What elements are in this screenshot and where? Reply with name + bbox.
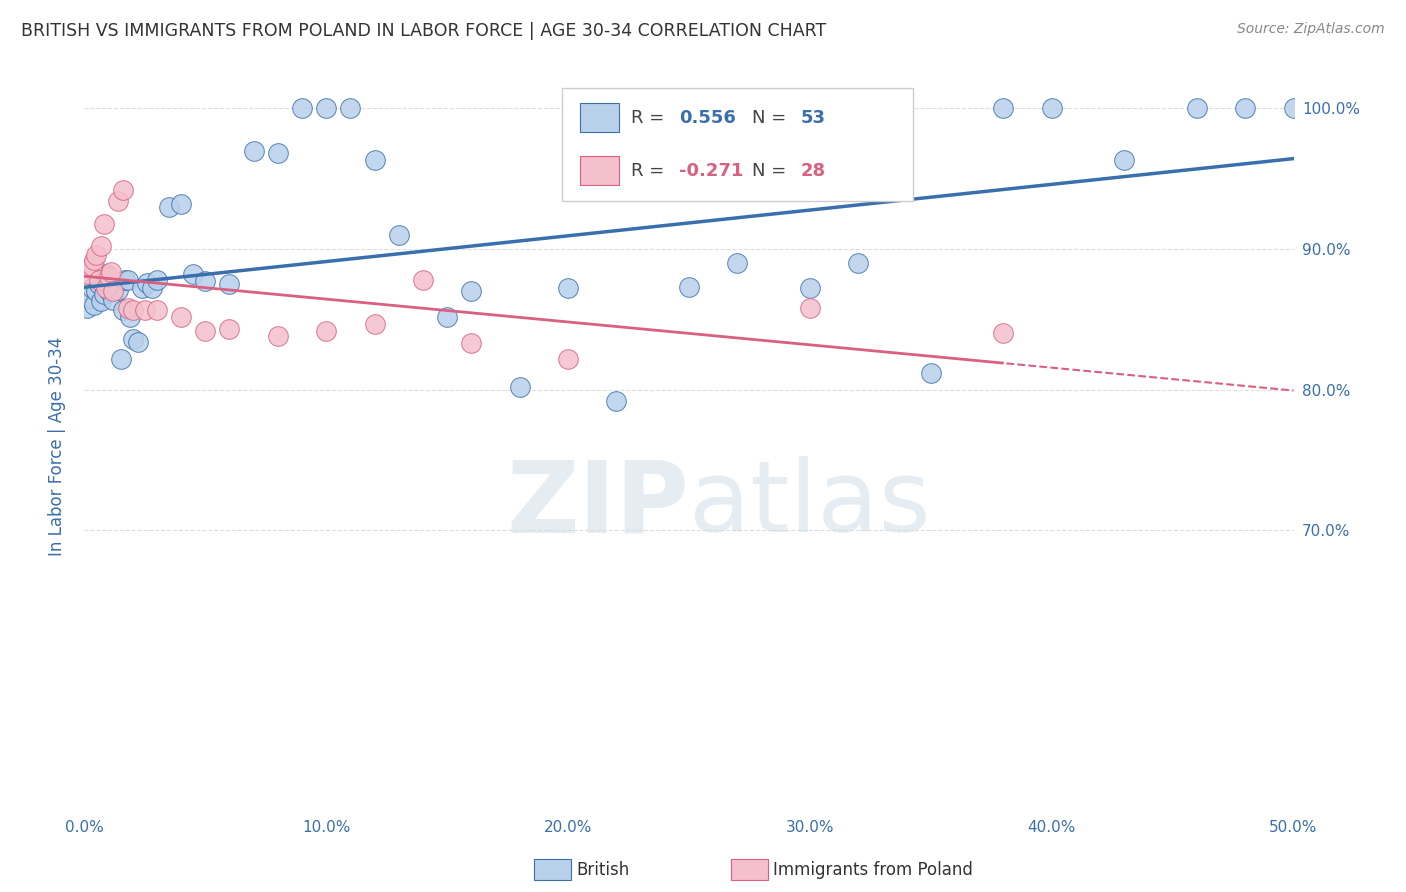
Point xyxy=(112,302,135,317)
Point xyxy=(218,277,240,292)
Point xyxy=(93,287,115,301)
Point xyxy=(87,273,110,287)
Point xyxy=(104,276,127,290)
Point xyxy=(291,102,314,116)
Point xyxy=(141,281,163,295)
Point xyxy=(460,285,482,299)
Point xyxy=(112,183,135,197)
Point xyxy=(436,310,458,324)
Point xyxy=(103,285,125,299)
Text: ZIP: ZIP xyxy=(506,456,689,553)
Bar xyxy=(581,103,619,132)
Point xyxy=(107,283,129,297)
Point xyxy=(76,301,98,315)
Point xyxy=(315,324,337,338)
Text: atlas: atlas xyxy=(689,456,931,553)
Y-axis label: In Labor Force | Age 30-34: In Labor Force | Age 30-34 xyxy=(48,336,66,556)
Point xyxy=(127,334,149,349)
Text: 0.556: 0.556 xyxy=(679,109,737,127)
Point xyxy=(1234,102,1257,116)
Point xyxy=(339,102,361,116)
Point xyxy=(86,285,108,299)
Point xyxy=(1040,102,1063,116)
Point xyxy=(993,102,1015,116)
Point xyxy=(86,248,108,262)
Point xyxy=(146,302,169,317)
Point xyxy=(83,298,105,312)
Point xyxy=(110,351,132,366)
Point xyxy=(157,200,180,214)
Point xyxy=(77,291,100,305)
Text: Source: ZipAtlas.com: Source: ZipAtlas.com xyxy=(1237,22,1385,37)
Point xyxy=(799,281,821,295)
Point xyxy=(97,285,120,299)
Point xyxy=(799,301,821,315)
Point xyxy=(509,380,531,394)
Point xyxy=(993,326,1015,341)
Point xyxy=(121,332,143,346)
Point xyxy=(388,227,411,242)
Text: -0.271: -0.271 xyxy=(679,161,744,180)
Point xyxy=(107,194,129,209)
Point xyxy=(315,102,337,116)
Point xyxy=(94,268,117,282)
Point xyxy=(100,280,122,294)
Point xyxy=(605,394,627,409)
Point xyxy=(846,256,869,270)
Point xyxy=(412,273,434,287)
Text: N =: N = xyxy=(752,109,792,127)
Point xyxy=(136,276,159,290)
Point xyxy=(267,329,290,343)
Point xyxy=(146,273,169,287)
Point xyxy=(97,270,120,285)
Point xyxy=(114,273,136,287)
Point xyxy=(1282,102,1305,116)
Point xyxy=(103,293,125,307)
Point xyxy=(121,302,143,317)
Point xyxy=(90,239,112,253)
Point xyxy=(242,144,264,158)
Point xyxy=(80,281,103,295)
Text: N =: N = xyxy=(752,161,792,180)
Text: R =: R = xyxy=(631,109,669,127)
Text: British: British xyxy=(576,861,630,879)
Point xyxy=(1114,153,1136,168)
Point xyxy=(83,253,105,268)
Point xyxy=(181,268,204,282)
Point xyxy=(120,310,142,324)
FancyBboxPatch shape xyxy=(562,87,912,201)
Text: BRITISH VS IMMIGRANTS FROM POLAND IN LABOR FORCE | AGE 30-34 CORRELATION CHART: BRITISH VS IMMIGRANTS FROM POLAND IN LAB… xyxy=(21,22,827,40)
Bar xyxy=(581,156,619,186)
Point xyxy=(194,275,217,289)
Point xyxy=(131,281,153,295)
Point xyxy=(194,324,217,338)
Point xyxy=(93,217,115,231)
Point xyxy=(218,322,240,336)
Point xyxy=(117,301,139,315)
Text: R =: R = xyxy=(631,161,669,180)
Point xyxy=(94,281,117,295)
Point xyxy=(557,351,579,366)
Point xyxy=(363,153,385,168)
Point xyxy=(170,310,193,324)
Point xyxy=(76,268,98,282)
Text: Immigrants from Poland: Immigrants from Poland xyxy=(773,861,973,879)
Point xyxy=(267,146,290,161)
Point xyxy=(363,317,385,331)
Point xyxy=(557,281,579,295)
Point xyxy=(134,302,156,317)
Point xyxy=(117,273,139,287)
Point xyxy=(80,259,103,273)
Point xyxy=(90,294,112,309)
Point xyxy=(678,280,700,294)
Point xyxy=(1185,102,1208,116)
Text: 28: 28 xyxy=(800,161,825,180)
Point xyxy=(87,277,110,292)
Point xyxy=(920,366,942,380)
Text: 53: 53 xyxy=(800,109,825,127)
Point xyxy=(170,197,193,211)
Point xyxy=(100,264,122,278)
Point xyxy=(460,336,482,351)
Point xyxy=(725,256,748,270)
